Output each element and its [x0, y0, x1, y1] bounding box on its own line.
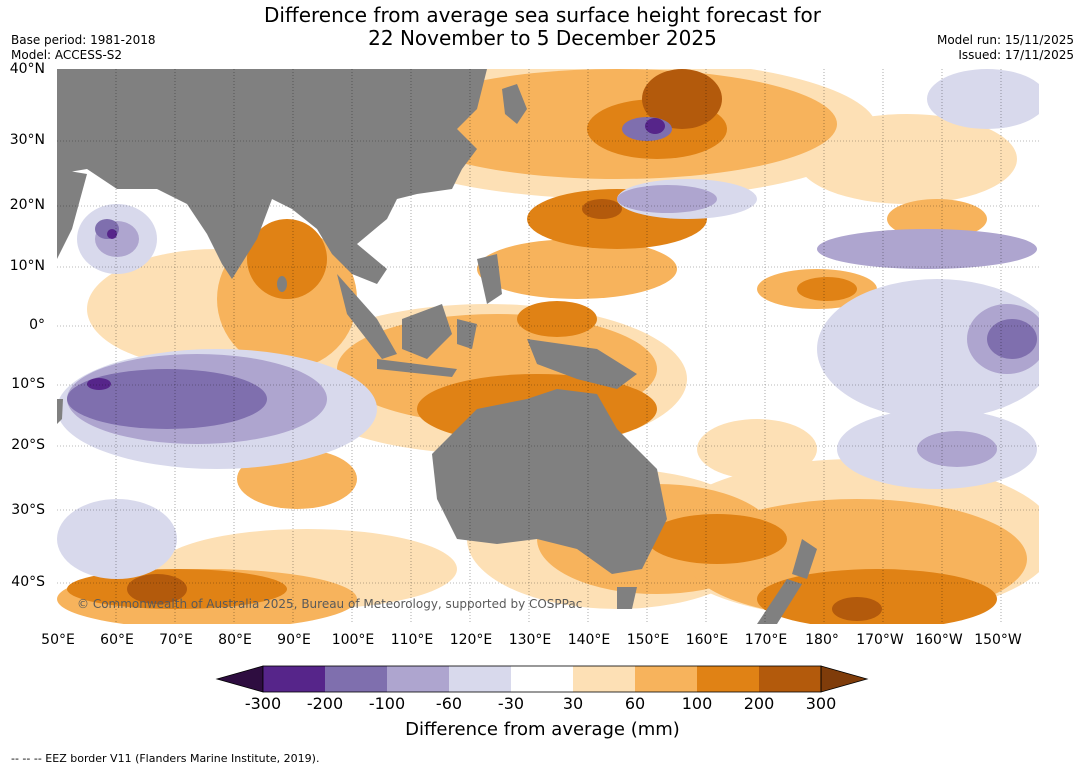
java	[377, 359, 457, 377]
colorbar-swatch	[449, 666, 511, 692]
japan	[502, 84, 527, 124]
lon-label: 120°E	[449, 632, 493, 648]
lon-label: 130°E	[508, 632, 552, 648]
lat-label-10n: 10°N	[9, 258, 45, 274]
lat-label-40s: 40°S	[11, 574, 45, 590]
colorbar-tick: 100	[681, 694, 713, 713]
graticule	[57, 69, 1039, 624]
colorbar-swatch	[215, 665, 264, 693]
colorbar-swatch	[759, 666, 821, 692]
colorbar-tick: -30	[497, 694, 525, 713]
lat-label-30s: 30°S	[11, 502, 45, 518]
colorbar-swatch	[573, 666, 635, 692]
lat-label-10s: 10°S	[11, 376, 45, 392]
lon-label: 80°E	[218, 632, 252, 648]
colorbar-tick: 60	[624, 694, 646, 713]
lon-label: 160°W	[915, 632, 963, 648]
model-name: Model: ACCESS-S2	[11, 48, 123, 62]
lon-label: 140°E	[567, 632, 611, 648]
title-line-2: 22 November to 5 December 2025	[368, 26, 717, 50]
issued-date: Issued: 17/11/2025	[958, 48, 1074, 62]
colorbar-swatch	[325, 666, 387, 692]
tasmania	[617, 587, 637, 609]
sulawesi	[457, 319, 477, 349]
nz-south	[757, 579, 802, 624]
chart-title: Difference from average sea surface heig…	[0, 4, 1085, 50]
lon-label: 170°E	[744, 632, 788, 648]
lon-label: 70°E	[159, 632, 193, 648]
landmass	[57, 69, 817, 624]
copyright-notice: © Commonwealth of Australia 2025, Bureau…	[77, 597, 583, 611]
colorbar-label: Difference from average (mm)	[405, 719, 680, 740]
title-line-1: Difference from average sea surface heig…	[263, 3, 822, 27]
borneo	[402, 304, 452, 359]
lon-label: 50°E	[41, 632, 75, 648]
sri-lanka	[277, 276, 287, 292]
colorbar	[215, 665, 869, 693]
meta-right: Model run: 15/11/2025 Issued: 17/11/2025	[937, 33, 1074, 63]
colorbar-tick: -200	[306, 694, 344, 713]
lon-label: 90°E	[277, 632, 311, 648]
colorbar-tick: 30	[562, 694, 584, 713]
lon-label: 180°	[805, 632, 839, 648]
colorbar-swatch	[263, 666, 325, 692]
nz-north	[792, 539, 817, 579]
colorbar-swatch	[697, 666, 759, 692]
colorbar-swatch	[387, 666, 449, 692]
colorbar-tick: 300	[805, 694, 837, 713]
colorbar-tick: -100	[368, 694, 406, 713]
lon-label: 160°E	[685, 632, 729, 648]
colorbar-tick: 200	[743, 694, 775, 713]
lon-label: 110°E	[390, 632, 434, 648]
lat-label-0: 0°	[29, 317, 45, 333]
colorbar-frame	[262, 665, 822, 693]
new-guinea	[527, 339, 637, 389]
colorbar-swatch	[511, 666, 573, 692]
asia-mainland	[57, 69, 487, 284]
sumatra	[337, 274, 397, 359]
lat-label-20n: 20°N	[9, 197, 45, 213]
footnote: -- -- -- EEZ border V11 (Flanders Marine…	[11, 752, 320, 765]
lon-label: 150°E	[626, 632, 670, 648]
colorbar-tick: -60	[435, 694, 463, 713]
arabia	[57, 169, 87, 259]
base-period: Base period: 1981-2018	[11, 33, 156, 47]
madagascar	[57, 399, 63, 424]
lon-label: 100°E	[331, 632, 375, 648]
philippines	[477, 254, 502, 304]
anomaly-200-300	[127, 69, 882, 621]
australia	[432, 389, 667, 574]
lon-label: 150°W	[974, 632, 1022, 648]
colorbar-swatch	[820, 665, 869, 693]
sea-level-map	[57, 69, 1039, 624]
model-run: Model run: 15/11/2025	[936, 33, 1074, 47]
lat-label-30n: 30°N	[9, 132, 45, 148]
lat-label-40n: 40°N	[9, 61, 45, 77]
lat-label-20s: 20°S	[11, 437, 45, 453]
lon-label: 60°E	[100, 632, 134, 648]
meta-left: Base period: 1981-2018 Model: ACCESS-S2	[11, 33, 156, 63]
lon-label: 170°W	[856, 632, 904, 648]
colorbar-swatch	[635, 666, 697, 692]
anomaly-minus-200-300	[87, 118, 665, 390]
colorbar-tick: -300	[244, 694, 282, 713]
